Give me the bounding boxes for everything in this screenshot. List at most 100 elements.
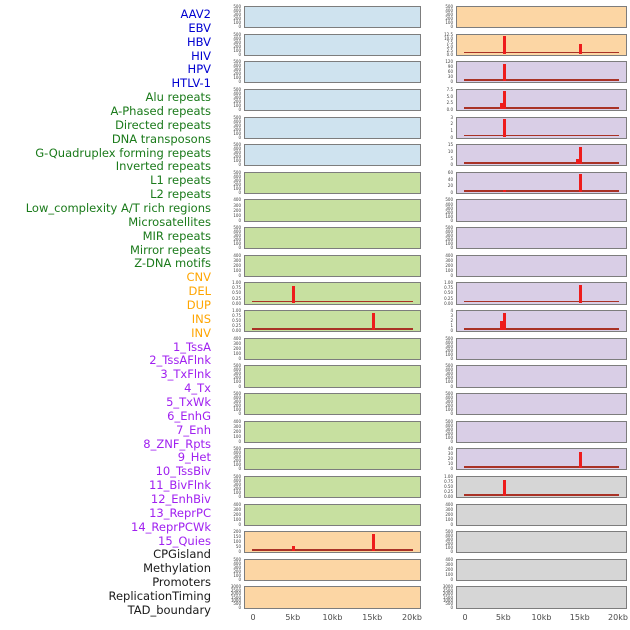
y-axis-4_Tx: 15 10 5 0 <box>425 143 453 167</box>
y-axis-DNA transposons: 400 300 200 100 0 <box>213 252 241 277</box>
y-tick: 400 <box>445 201 453 207</box>
panel-G-Quadruplex forming repeats <box>244 282 421 305</box>
signal-baseline <box>464 162 619 164</box>
y-tick: 200 <box>233 207 241 213</box>
y-tick: 5.0 <box>446 43 453 49</box>
panel-8_ZNF_Rpts <box>456 254 627 277</box>
y-tick: 400 <box>445 339 453 345</box>
x-tick-label-left: 20kb <box>402 613 422 622</box>
panel-13_ReprPC <box>456 392 627 416</box>
y-tick: 100 <box>445 351 453 357</box>
y-tick: 100 <box>233 490 241 496</box>
y-tick: 100 <box>233 103 241 109</box>
y-tick: 100 <box>445 545 453 551</box>
y-tick: 400 <box>445 229 453 235</box>
y-axis-MIR repeats: 500 400 300 200 100 0 <box>213 447 241 471</box>
track-label-HIV: HIV <box>191 48 211 63</box>
signal-spike <box>371 313 375 331</box>
track-label-Methylation: Methylation <box>143 561 211 576</box>
y-tick: 300 <box>233 506 241 512</box>
y-tick: 0 <box>238 107 241 113</box>
y-axis-Z-DNA motifs: 400 300 200 100 0 <box>213 501 241 526</box>
y-tick: 2000 <box>230 591 241 597</box>
y-tick: 200 <box>445 262 453 268</box>
y-tick: 100 <box>233 539 241 545</box>
y-tick: 100 <box>233 212 241 218</box>
signal-spike <box>292 546 296 552</box>
y-tick: 2.5 <box>446 100 453 106</box>
y-tick: 0 <box>238 576 241 582</box>
y-tick: 40 <box>447 176 453 182</box>
panel-Promoters <box>456 531 627 554</box>
y-axis-TAD_boundary: 3000 2500 2000 1500 1000 500 0 <box>425 585 453 609</box>
signal-spike <box>579 174 583 193</box>
track-label-12_EnhBiv: 12_EnhBiv <box>150 491 211 506</box>
y-tick: 400 <box>233 252 241 258</box>
track-label-15_Quies: 15_Quies <box>158 533 211 548</box>
y-tick: 200 <box>445 209 453 215</box>
y-axis-Inverted repeats: 1.00 0.75 0.50 0.25 0.00 <box>213 309 241 333</box>
y-tick: 1 <box>450 323 453 329</box>
y-tick: 400 <box>233 501 241 507</box>
y-tick: 0 <box>238 24 241 30</box>
y-tick: 0.00 <box>444 300 453 306</box>
y-tick: 100 <box>233 185 241 191</box>
y-tick: 300 <box>445 371 453 377</box>
panel-INV <box>456 33 627 56</box>
y-tick: 300 <box>233 94 241 100</box>
signal-spike <box>579 284 583 303</box>
y-tick: 200 <box>445 347 453 353</box>
panel-EBV <box>244 33 421 56</box>
y-tick: 400 <box>233 560 241 566</box>
signal-spike <box>371 534 375 552</box>
track-label-7_Enh: 7_Enh <box>176 422 211 437</box>
panel-CPGisland <box>456 475 627 499</box>
y-tick: 300 <box>445 233 453 239</box>
y-tick: 100 <box>445 407 453 413</box>
track-label-CNV: CNV <box>186 270 212 285</box>
y-tick: 200 <box>445 375 453 381</box>
panel-HBV <box>244 61 421 84</box>
y-tick: 400 <box>233 35 241 41</box>
y-tick: 300 <box>233 177 241 183</box>
y-tick: 0 <box>450 383 453 389</box>
y-tick: 0 <box>450 438 453 444</box>
track-label-HTLV-1: HTLV-1 <box>171 76 211 91</box>
y-tick: 0.0 <box>446 51 453 57</box>
panel-2_TssAFlnk <box>456 88 627 112</box>
x-tick-label-right: 15kb <box>569 613 590 622</box>
y-tick: 200 <box>445 16 453 22</box>
y-tick: 1500 <box>230 594 241 600</box>
y-tick: 400 <box>233 146 241 152</box>
signal-spike <box>579 146 583 165</box>
y-tick: 150 <box>233 534 241 540</box>
y-tick: 200 <box>445 566 453 572</box>
track-label-11_BivFlnk: 11_BivFlnk <box>148 478 211 493</box>
signal-baseline <box>464 79 619 82</box>
y-tick: 0.00 <box>232 300 241 306</box>
y-tick: 300 <box>233 67 241 73</box>
signal-baseline <box>464 51 619 54</box>
y-tick: 200 <box>233 99 241 105</box>
track-label-DEL: DEL <box>188 284 211 299</box>
y-tick: 300 <box>233 371 241 377</box>
track-label-L2 repeats: L2 repeats <box>150 187 211 202</box>
y-axis-Directed repeats: 500 400 300 200 100 0 <box>213 226 241 250</box>
panel-L1 repeats <box>244 337 421 360</box>
y-axis-G-Quadruplex forming repeats: 1.00 0.75 0.50 0.25 0.00 <box>213 281 241 306</box>
signal-spike <box>502 119 506 137</box>
y-tick: 300 <box>445 399 453 405</box>
y-axis-A-Phased repeats: 400 300 200 100 0 <box>213 198 241 223</box>
panel-4_Tx <box>456 144 627 167</box>
track-label-TAD_boundary: TAD_boundary <box>127 602 211 617</box>
y-tick: 12.5 <box>444 31 453 37</box>
y-tick: 40 <box>447 446 453 452</box>
y-tick: 20 <box>447 183 453 189</box>
y-tick: 300 <box>233 454 241 460</box>
y-tick: 0 <box>238 217 241 223</box>
y-tick: 100 <box>233 241 241 247</box>
y-tick: 0 <box>450 272 453 278</box>
track-label-2_TssAFlnk: 2_TssAFlnk <box>149 353 211 368</box>
y-tick: 0 <box>450 245 453 251</box>
y-tick: 0 <box>238 355 241 361</box>
